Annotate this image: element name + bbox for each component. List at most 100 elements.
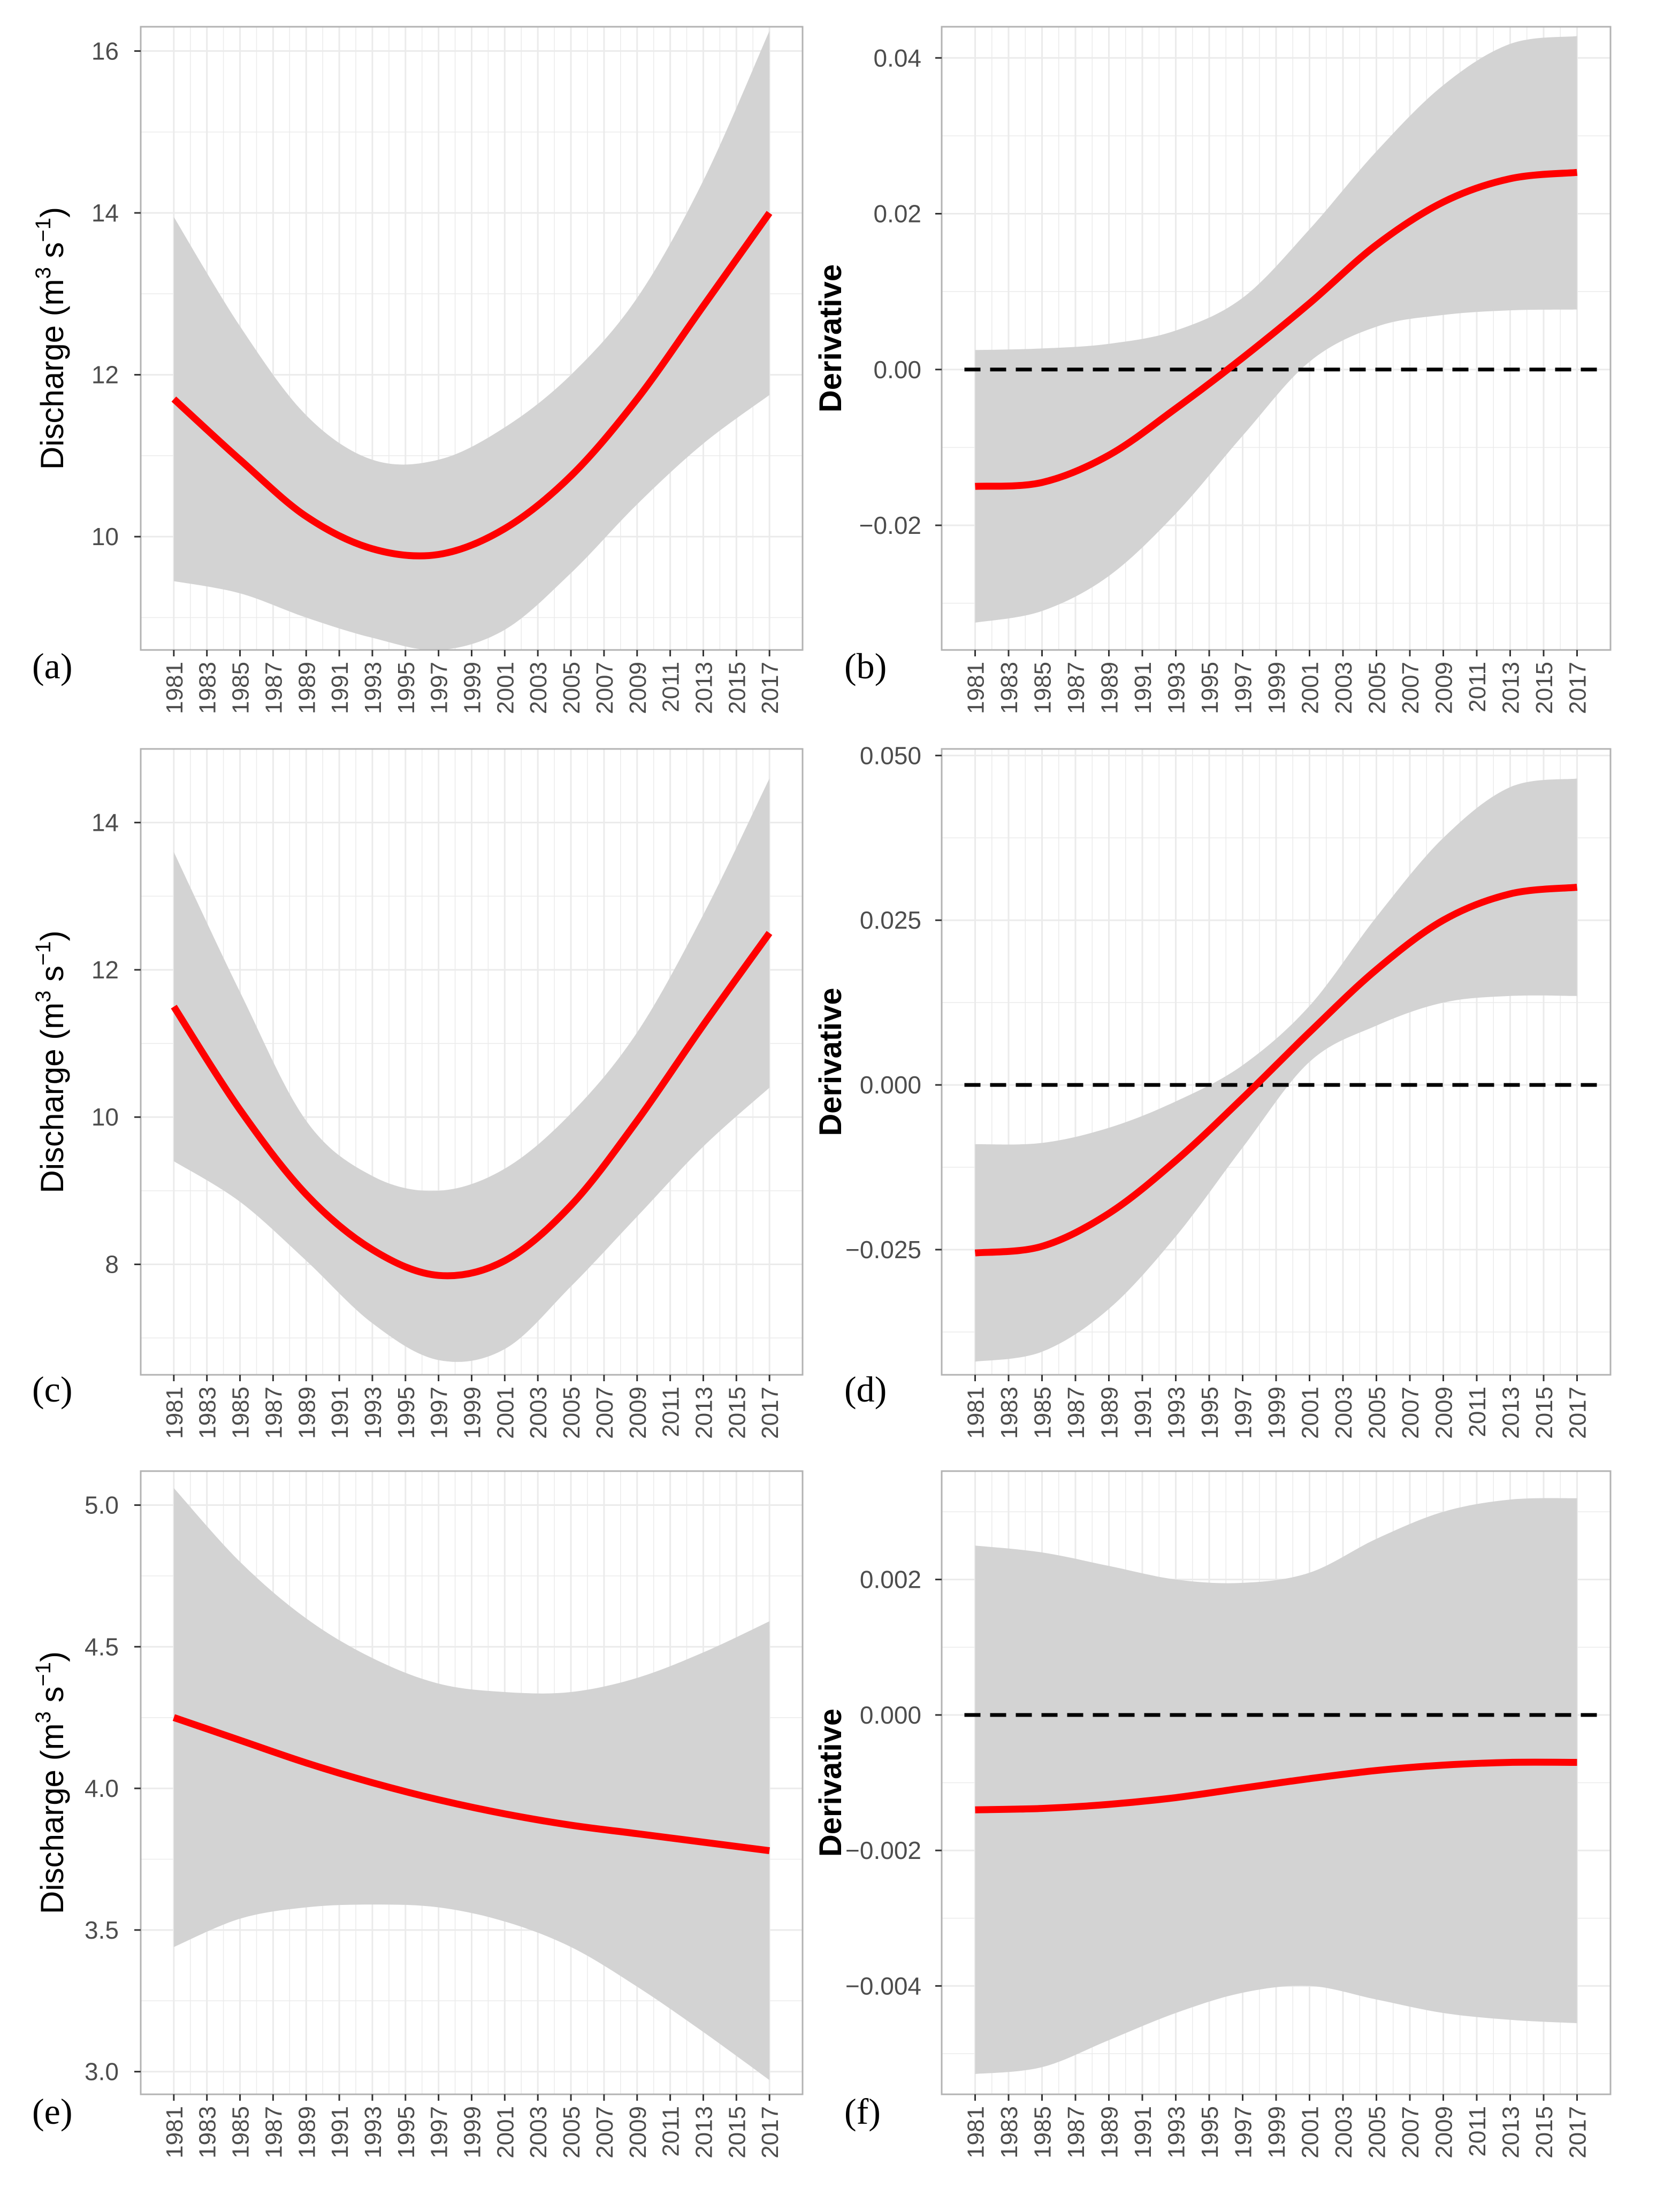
- x-tick-label: 2007: [592, 2106, 618, 2159]
- x-tick-label: 1991: [1130, 2106, 1156, 2159]
- x-tick-label: 2005: [559, 1387, 585, 1439]
- x-tick-label: 1993: [360, 2106, 386, 2159]
- x-tick-label: 1989: [1097, 2106, 1123, 2159]
- panel-b-fit-line: [975, 169, 1578, 490]
- x-tick-label: 1991: [327, 1387, 353, 1439]
- x-tick-label: 2007: [1398, 662, 1424, 714]
- x-tick-label: 2005: [559, 662, 585, 714]
- panel-a-tag: (a): [32, 646, 72, 686]
- x-tick-label: 1989: [294, 1387, 320, 1439]
- x-tick-label: 1981: [162, 1387, 188, 1439]
- x-tick-label: 2015: [1531, 2106, 1558, 2159]
- y-tick-label: 8: [105, 1251, 119, 1279]
- x-tick-label: 1981: [162, 2106, 188, 2159]
- x-tick-label: 2007: [592, 662, 618, 714]
- y-tick-label: 0.050: [860, 741, 921, 769]
- x-tick-label: 1997: [426, 1387, 453, 1439]
- panel-a-confidence-band: [173, 30, 770, 650]
- x-tick-label: 1995: [1197, 662, 1223, 714]
- x-tick-label: 1991: [327, 2106, 353, 2159]
- x-tick-label: 1985: [1030, 662, 1056, 714]
- panel-d-y-axis-title: Derivative: [813, 988, 848, 1136]
- x-tick-label: 1985: [1030, 1387, 1056, 1439]
- y-tick-label: −0.002: [845, 1836, 921, 1864]
- x-tick-label: 1991: [1130, 662, 1156, 714]
- x-tick-label: 1989: [1097, 662, 1123, 714]
- x-tick-label: 1997: [426, 2106, 453, 2159]
- x-tick-label: 2013: [1498, 662, 1524, 714]
- y-tick-label: 10: [91, 523, 119, 550]
- x-tick-label: 2015: [1531, 1387, 1558, 1439]
- x-tick-label: 1995: [393, 662, 419, 714]
- x-tick-label: 2009: [1431, 662, 1457, 714]
- x-tick-label: 2001: [492, 2106, 518, 2159]
- x-tick-label: 1995: [1197, 2106, 1223, 2159]
- x-tick-label: 1993: [1164, 1387, 1190, 1439]
- x-tick-label: 1983: [195, 2106, 221, 2159]
- panel-f-tag: (f): [844, 2091, 881, 2132]
- x-tick-label: 1983: [195, 1387, 221, 1439]
- x-tick-label: 2013: [691, 662, 717, 714]
- x-tick-label: 2017: [757, 662, 783, 714]
- x-tick-label: 2011: [658, 2106, 684, 2157]
- panel-e-tag: (e): [32, 2091, 72, 2132]
- x-tick-label: 1999: [460, 662, 486, 714]
- x-tick-label: 2009: [625, 2106, 651, 2159]
- x-tick-label: 2005: [1364, 1387, 1391, 1439]
- x-tick-label: 2005: [1364, 662, 1391, 714]
- y-tick-label: −0.004: [845, 1972, 921, 2000]
- panel-d-tag: (d): [844, 1369, 887, 1410]
- x-tick-label: 1999: [1264, 662, 1290, 714]
- x-tick-label: 2015: [724, 2106, 750, 2159]
- x-tick-label: 1999: [1264, 1387, 1290, 1439]
- panel-f: −0.004 −0.002 0.000 0.002 1981 1983 1985 1987 19…: [813, 1470, 1612, 2159]
- x-tick-label: 2001: [1297, 662, 1324, 714]
- y-tick-label: 4.0: [85, 1774, 119, 1802]
- panel-b-y-axis-title: Derivative: [813, 264, 848, 412]
- x-tick-label: 2015: [724, 1387, 750, 1439]
- x-tick-label: 2017: [757, 1387, 783, 1439]
- x-tick-label: 2013: [691, 1387, 717, 1439]
- y-tick-label: 5.0: [85, 1491, 119, 1519]
- x-tick-label: 2003: [525, 2106, 552, 2159]
- y-tick-label: 3.0: [85, 2058, 119, 2086]
- x-tick-label: 1983: [195, 662, 221, 714]
- y-tick-label: 3.5: [85, 1916, 119, 1944]
- y-tick-label: 16: [91, 37, 119, 65]
- x-tick-label: 1987: [1063, 662, 1089, 714]
- y-tick-label: 0.000: [860, 1701, 921, 1729]
- y-tick-label: 0.025: [860, 906, 921, 934]
- y-tick-label: 0.04: [873, 44, 921, 72]
- x-tick-label: 1997: [1231, 662, 1257, 714]
- x-tick-label: 1997: [1231, 2106, 1257, 2159]
- x-tick-label: 2007: [592, 1387, 618, 1439]
- x-tick-label: 1981: [963, 2106, 989, 2159]
- x-tick-label: 2009: [1431, 1387, 1457, 1439]
- x-tick-label: 1987: [1063, 2106, 1089, 2159]
- x-tick-label: 1999: [460, 2106, 486, 2159]
- y-tick-label: −0.02: [859, 511, 921, 539]
- x-tick-label: 1987: [261, 662, 287, 714]
- panel-e-confidence-band: [173, 1488, 770, 2080]
- x-tick-label: 1995: [393, 1387, 419, 1439]
- y-tick-label: 10: [91, 1103, 119, 1131]
- panel-c-y-axis-title: Discharge (m3 s−1): [32, 930, 70, 1193]
- x-tick-label: 1987: [1063, 1387, 1089, 1439]
- y-tick-label: 14: [91, 809, 119, 837]
- x-tick-label: 1985: [228, 2106, 254, 2159]
- panel-a: 10 12 14 16 1981 1983 1985 1987 1989 1991 1993 1995…: [32, 26, 804, 714]
- x-tick-label: 2017: [757, 2106, 783, 2159]
- x-tick-label: 2003: [1331, 1387, 1357, 1439]
- x-tick-label: 1991: [327, 662, 353, 714]
- x-tick-label: 2017: [1565, 662, 1591, 714]
- y-tick-label: 0.000: [860, 1071, 921, 1099]
- x-tick-label: 2005: [559, 2106, 585, 2159]
- panel-e-fit-line: [172, 1714, 770, 1855]
- x-tick-label: 2011: [1464, 662, 1491, 713]
- panel-c: 8 10 12 14 1981 1983 1985 1987 1989 1991 1993 1995 1…: [32, 748, 804, 1439]
- panel-b: −0.02 0.00 0.02 0.04 1981 1983 1985 1987 1989 199…: [813, 26, 1612, 714]
- panel-a-y-axis-title: Discharge (m3 s−1): [32, 207, 70, 470]
- x-tick-label: 2017: [1565, 2106, 1591, 2159]
- panel-d-confidence-band: [975, 778, 1577, 1362]
- panel-f-fit-line: [975, 1758, 1577, 1813]
